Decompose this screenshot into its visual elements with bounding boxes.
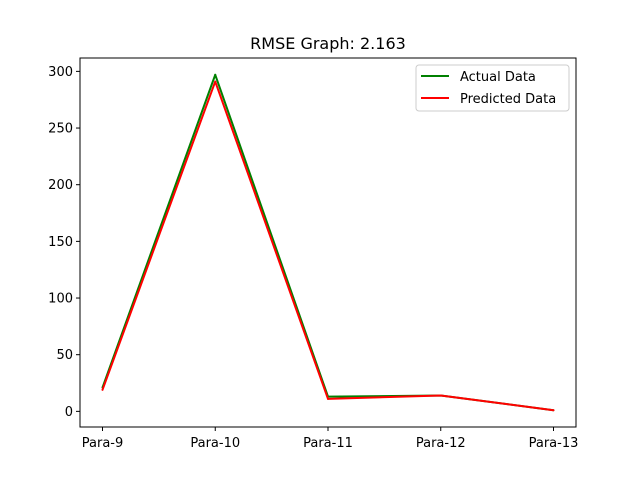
chart-title: RMSE Graph: 2.163: [250, 34, 406, 53]
data-point: [214, 80, 217, 83]
y-tick-label: 150: [48, 235, 73, 250]
y-tick-label: 300: [48, 65, 73, 80]
data-point: [327, 397, 329, 400]
series-line-actual: [101, 73, 554, 412]
x-tick-label: Para-9: [82, 436, 124, 451]
x-axis: Para-9 Para-10 Para-11 Para-12 Para-13: [82, 427, 579, 451]
legend-label: Actual Data: [460, 70, 536, 85]
data-point: [214, 73, 217, 76]
data-point: [439, 394, 442, 397]
x-tick-label: Para-11: [303, 436, 353, 451]
data-point: [101, 388, 104, 391]
y-tick-label: 250: [48, 122, 73, 137]
y-tick-label: 50: [56, 348, 73, 363]
y-tick-label: 0: [65, 405, 73, 420]
y-tick-label: 200: [48, 178, 73, 193]
y-tick-label: 100: [48, 292, 73, 307]
legend-label: Predicted Data: [460, 92, 556, 107]
data-point: [552, 409, 555, 412]
y-axis: 0 50 100 150 200 250 300: [48, 65, 80, 420]
series-layer: [101, 73, 555, 412]
x-tick-label: Para-12: [416, 436, 466, 451]
x-tick-label: Para-10: [190, 436, 240, 451]
legend-box: [415, 64, 570, 112]
x-tick-label: Para-13: [529, 436, 579, 451]
series-line-predicted: [101, 80, 554, 412]
legend: Actual Data Predicted Data: [415, 64, 570, 112]
